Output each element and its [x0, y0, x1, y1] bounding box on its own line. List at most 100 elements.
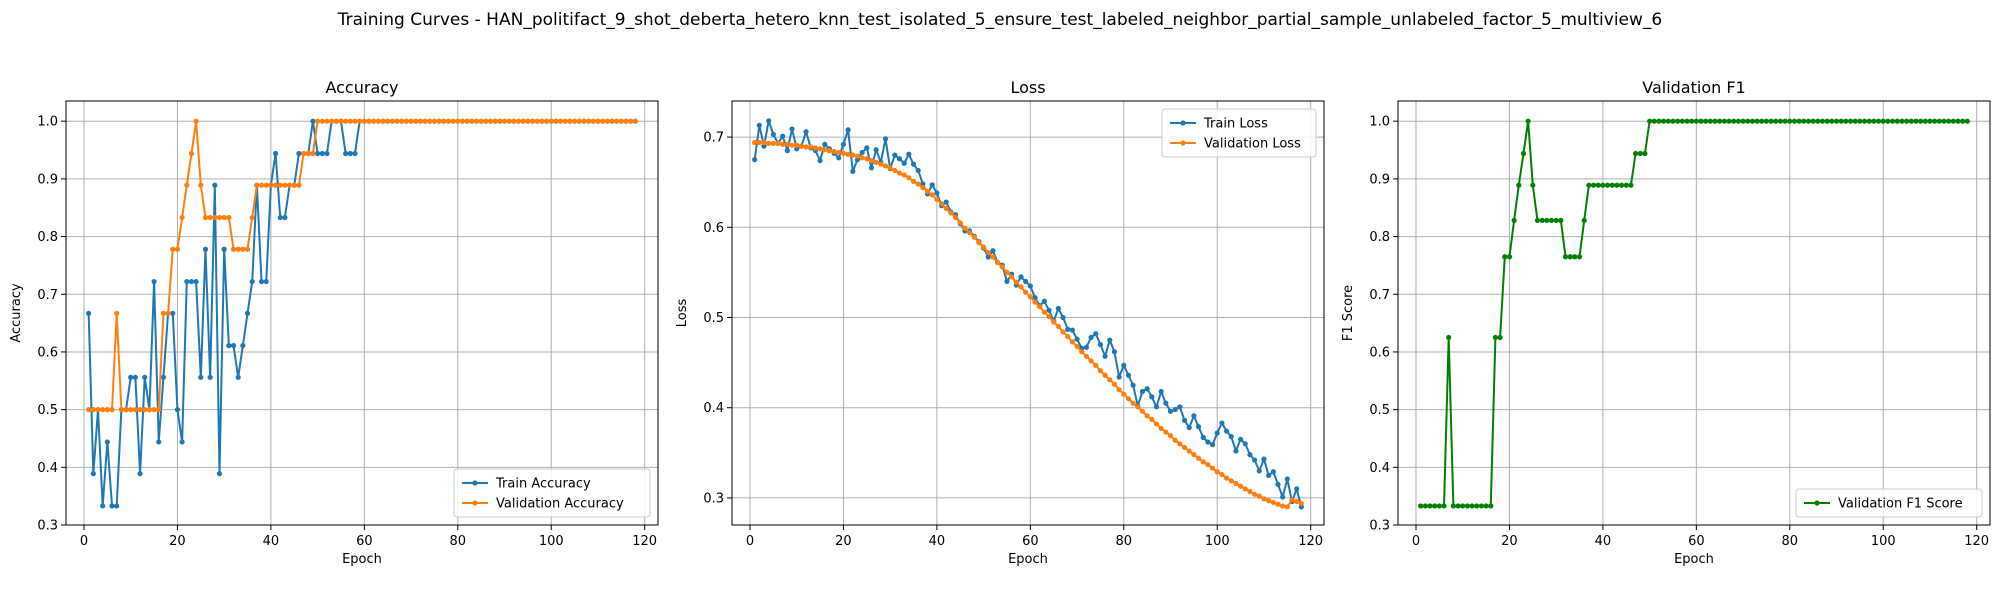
f1-validation-f1-score-point	[1894, 118, 1900, 124]
loss-x-axis-label: Epoch	[1008, 552, 1048, 567]
loss-train-loss-point	[1163, 400, 1169, 406]
f1-validation-f1-score-point	[1520, 150, 1527, 157]
accuracy-validation-accuracy-point	[403, 118, 409, 124]
accuracy-validation-accuracy-point	[614, 118, 620, 124]
accuracy-validation-accuracy-point	[123, 407, 129, 413]
f1-validation-f1-score-point	[1492, 334, 1499, 341]
loss-validation-loss-point	[840, 150, 847, 156]
accuracy-validation-accuracy-point	[361, 118, 367, 124]
accuracy-validation-accuracy-point	[212, 214, 218, 221]
accuracy-validation-accuracy-point	[146, 407, 152, 413]
accuracy-validation-accuracy-point	[216, 214, 223, 221]
loss-validation-loss-point	[943, 205, 949, 211]
loss-train-loss-point	[1284, 476, 1290, 482]
accuracy-train-accuracy-point	[240, 342, 246, 349]
accuracy-series-validation-accuracy	[86, 118, 638, 413]
accuracy-validation-accuracy-point	[188, 150, 195, 157]
loss-validation-loss-point	[1270, 499, 1276, 506]
f1-validation-f1-score-point	[1558, 217, 1564, 224]
loss-validation-loss-point	[1139, 408, 1146, 414]
loss-train-loss-point	[1060, 314, 1066, 321]
loss-train-loss-point	[1294, 486, 1300, 492]
loss-train-loss-point	[1238, 436, 1244, 442]
loss-train-loss-point	[896, 156, 903, 162]
loss-validation-loss-point	[854, 153, 861, 159]
loss-train-loss-point	[1247, 452, 1253, 458]
f1-validation-f1-score-point	[1819, 118, 1826, 124]
loss-validation-loss-point	[920, 185, 926, 191]
accuracy-train-accuracy-point	[156, 439, 162, 445]
loss-validation-loss-point	[859, 155, 865, 161]
accuracy-x-tick-label: 0	[80, 534, 88, 549]
accuracy-validation-accuracy-point	[263, 182, 269, 188]
loss-validation-loss-point	[873, 159, 879, 165]
loss-validation-loss-point	[1069, 339, 1075, 345]
loss-train-loss-point	[1256, 468, 1262, 474]
loss-validation-loss-point	[1074, 343, 1080, 349]
loss-train-loss-point	[1191, 413, 1197, 419]
loss-y-tick-label: 0.3	[703, 491, 724, 506]
loss-validation-loss-point	[1116, 387, 1122, 393]
accuracy-validation-accuracy-point	[286, 182, 293, 188]
loss-train-loss-point	[1275, 481, 1281, 487]
loss-train-loss-point	[1223, 428, 1230, 434]
f1-validation-f1-score-point	[1553, 217, 1559, 224]
loss-train-loss-point	[1083, 344, 1090, 350]
accuracy-validation-accuracy-point	[249, 214, 255, 221]
accuracy-train-accuracy-point	[128, 374, 134, 380]
accuracy-validation-accuracy-point	[385, 118, 391, 124]
accuracy-validation-accuracy-point	[170, 246, 176, 252]
f1-validation-f1-score-point	[1763, 118, 1770, 124]
accuracy-validation-accuracy-point	[366, 118, 372, 124]
loss-train-loss-point	[766, 118, 772, 124]
subplots-container: 0 20 40 60 80 100 120 0.3 0.4 0.5 0.6 0.7 0.8 0.9 1.0 A…	[9, 78, 1991, 567]
accuracy-validation-accuracy-point	[595, 118, 601, 124]
f1-validation-f1-score-point	[1539, 217, 1545, 224]
loss-train-loss-point	[1097, 341, 1104, 348]
accuracy-legend-marker	[472, 480, 478, 486]
loss-validation-loss-point	[1256, 493, 1262, 499]
f1-validation-f1-score-point	[1623, 182, 1629, 188]
f1-validation-f1-score-point	[1889, 118, 1896, 124]
accuracy-validation-accuracy-point	[202, 214, 209, 221]
f1-validation-f1-score-point	[1941, 118, 1947, 124]
f1-validation-f1-score-point	[1530, 182, 1536, 188]
accuracy-validation-accuracy-point	[431, 118, 438, 124]
loss-train-loss-point	[943, 199, 949, 205]
loss-validation-loss-point	[1102, 372, 1108, 378]
loss-validation-loss-point	[1065, 333, 1071, 340]
accuracy-train-accuracy-point	[198, 374, 204, 380]
accuracy-validation-accuracy-point	[272, 182, 279, 188]
loss-train-loss-point	[1102, 353, 1108, 359]
loss-train-loss-point	[756, 122, 762, 128]
f1-validation-f1-score-point	[1684, 118, 1690, 124]
accuracy-x-tick-label: 80	[450, 534, 467, 549]
loss-validation-loss-point	[1191, 452, 1197, 458]
f1-validation-f1-score-point	[1418, 503, 1424, 509]
f1-axes-frame	[1397, 100, 1991, 526]
f1-validation-f1-score-point	[1885, 118, 1891, 124]
loss-train-loss-point	[1055, 305, 1061, 312]
accuracy-validation-accuracy-point	[343, 118, 349, 124]
loss-train-loss-point	[1266, 472, 1272, 478]
loss-y-axis-label: Loss	[675, 299, 690, 328]
accuracy-x-tick-label: 40	[263, 534, 280, 549]
accuracy-validation-accuracy-point	[221, 214, 227, 221]
f1-y-tick-label: 1.0	[1369, 115, 1390, 130]
f1-validation-f1-score-point	[1422, 503, 1428, 509]
accuracy-validation-accuracy-point	[417, 118, 424, 124]
loss-validation-loss-point	[878, 161, 884, 167]
f1-validation-f1-score-point	[1843, 118, 1849, 124]
accuracy-y-tick-label: 0.9	[37, 172, 58, 187]
loss-train-loss-point	[901, 160, 907, 166]
loss-validation-loss-point	[1233, 480, 1239, 487]
f1-y-tick-label: 0.6	[1369, 345, 1390, 360]
loss-train-loss-point	[1228, 433, 1234, 440]
accuracy-y-tick-label: 0.4	[37, 461, 58, 476]
f1-x-tick-label: 20	[1501, 534, 1518, 549]
loss-train-loss-point	[1107, 337, 1113, 343]
loss-train-loss-point	[1125, 372, 1132, 378]
loss-train-loss-point	[840, 141, 847, 147]
loss-validation-loss-point	[836, 149, 842, 156]
accuracy-validation-accuracy-point	[487, 118, 494, 124]
